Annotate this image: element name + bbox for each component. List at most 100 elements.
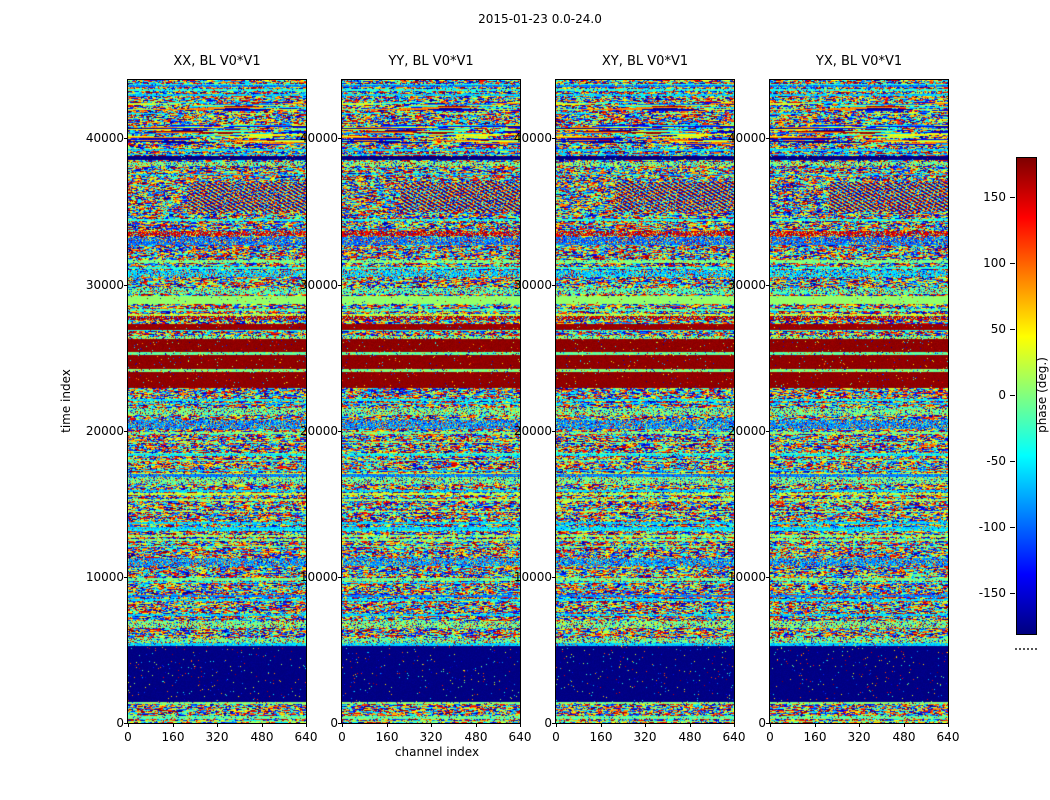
- colorbar-tick: [1010, 395, 1015, 396]
- x-tick-label-yx: 0: [766, 730, 774, 744]
- colorbar-tick: [1010, 593, 1015, 594]
- colorbar-label: phase (deg.): [1035, 357, 1049, 433]
- y-tick-xy: [552, 723, 556, 724]
- colorbar-gradient: [1016, 157, 1037, 635]
- colorbar-tick-label: 150: [983, 190, 1006, 204]
- panel-title-xx: XX, BL V0*V1: [173, 54, 261, 69]
- x-tick-yx: [859, 723, 860, 727]
- x-tick-xx: [306, 723, 307, 727]
- y-tick-label-xx: 20000: [85, 424, 124, 438]
- y-tick-label-xy: 30000: [513, 278, 552, 292]
- x-tick-yy: [520, 723, 521, 727]
- colorbar-tick: [1010, 263, 1015, 264]
- x-tick-yx: [904, 723, 905, 727]
- x-tick-xy: [601, 723, 602, 727]
- y-tick-yy: [338, 431, 342, 432]
- x-tick-label-xy: 160: [589, 730, 613, 744]
- y-tick-label-yy: 30000: [299, 278, 338, 292]
- y-tick-xy: [552, 138, 556, 139]
- y-tick-yy: [338, 577, 342, 578]
- x-tick-yy: [342, 723, 343, 727]
- y-tick-xx: [124, 138, 128, 139]
- x-tick-label-xx: 320: [205, 730, 229, 744]
- y-tick-xy: [552, 285, 556, 286]
- x-tick-xy: [690, 723, 691, 727]
- y-tick-label-yx: 20000: [727, 424, 766, 438]
- panel-title-xy: XY, BL V0*V1: [601, 54, 689, 69]
- x-tick-label-xx: 640: [294, 730, 318, 744]
- x-tick-xy: [734, 723, 735, 727]
- figure-title: 2015-01-23 0.0-24.0: [478, 12, 602, 26]
- x-tick-yy: [387, 723, 388, 727]
- heatmap-xx: [128, 80, 306, 723]
- y-tick-yx: [766, 285, 770, 286]
- colorbar-tick-label: -100: [978, 520, 1006, 534]
- y-tick-xy: [552, 431, 556, 432]
- colorbar-tick-label: 100: [983, 256, 1006, 270]
- x-tick-label-yy: 320: [419, 730, 443, 744]
- x-tick-label-xy: 640: [722, 730, 746, 744]
- x-tick-yx: [948, 723, 949, 727]
- y-tick-label-xx: 10000: [85, 570, 124, 584]
- colorbar-tick: [1010, 197, 1015, 198]
- y-tick-label-xx: 0: [116, 716, 124, 730]
- x-tick-yx: [815, 723, 816, 727]
- x-tick-xy: [556, 723, 557, 727]
- colorbar-tick: [1010, 329, 1015, 330]
- y-tick-label-yy: 0: [330, 716, 338, 730]
- heatmap-yy: [342, 80, 520, 723]
- y-tick-label-yx: 30000: [727, 278, 766, 292]
- colorbar-tick-label: 0: [998, 388, 1006, 402]
- y-tick-label-xy: 20000: [513, 424, 552, 438]
- y-tick-yx: [766, 577, 770, 578]
- y-tick-yy: [338, 723, 342, 724]
- y-tick-label-yy: 40000: [299, 131, 338, 145]
- x-tick-label-yx: 640: [936, 730, 960, 744]
- x-tick-label-yy: 0: [338, 730, 346, 744]
- y-tick-xx: [124, 723, 128, 724]
- y-tick-label-yy: 20000: [299, 424, 338, 438]
- colorbar-dotted-edge: [1015, 648, 1037, 650]
- y-tick-yx: [766, 723, 770, 724]
- y-tick-yy: [338, 138, 342, 139]
- x-tick-label-yx: 160: [803, 730, 827, 744]
- y-tick-label-yx: 0: [758, 716, 766, 730]
- panel-title-yx: YX, BL V0*V1: [815, 54, 903, 69]
- x-tick-label-yx: 480: [892, 730, 916, 744]
- x-tick-label-xy: 0: [552, 730, 560, 744]
- x-tick-label-xy: 480: [678, 730, 702, 744]
- x-tick-label-yy: 640: [508, 730, 532, 744]
- x-tick-label-yy: 160: [375, 730, 399, 744]
- x-tick-label-yx: 320: [847, 730, 871, 744]
- x-tick-xy: [645, 723, 646, 727]
- y-tick-yx: [766, 138, 770, 139]
- y-tick-xy: [552, 577, 556, 578]
- y-tick-xx: [124, 285, 128, 286]
- x-tick-label-xx: 160: [161, 730, 185, 744]
- y-tick-label-yx: 10000: [727, 570, 766, 584]
- y-tick-xx: [124, 431, 128, 432]
- colorbar-tick-label: -150: [978, 586, 1006, 600]
- x-tick-xx: [173, 723, 174, 727]
- colorbar-tick: [1010, 461, 1015, 462]
- y-tick-label-xy: 10000: [513, 570, 552, 584]
- x-axis-label: channel index: [394, 745, 480, 759]
- x-tick-label-xx: 480: [250, 730, 274, 744]
- y-tick-yx: [766, 431, 770, 432]
- x-tick-label-xx: 0: [124, 730, 132, 744]
- y-tick-label-xy: 0: [544, 716, 552, 730]
- y-tick-label-xx: 30000: [85, 278, 124, 292]
- colorbar-tick-label: 50: [990, 322, 1006, 336]
- y-tick-label-yx: 40000: [727, 131, 766, 145]
- x-tick-label-xy: 320: [633, 730, 657, 744]
- y-tick-yy: [338, 285, 342, 286]
- x-tick-xx: [262, 723, 263, 727]
- x-tick-label-yy: 480: [464, 730, 488, 744]
- panel-title-yy: YY, BL V0*V1: [388, 54, 474, 69]
- y-tick-label-xx: 40000: [85, 131, 124, 145]
- colorbar-tick: [1010, 527, 1015, 528]
- heatmap-xy: [556, 80, 734, 723]
- colorbar-tick-label: -50: [986, 454, 1006, 468]
- x-tick-yy: [476, 723, 477, 727]
